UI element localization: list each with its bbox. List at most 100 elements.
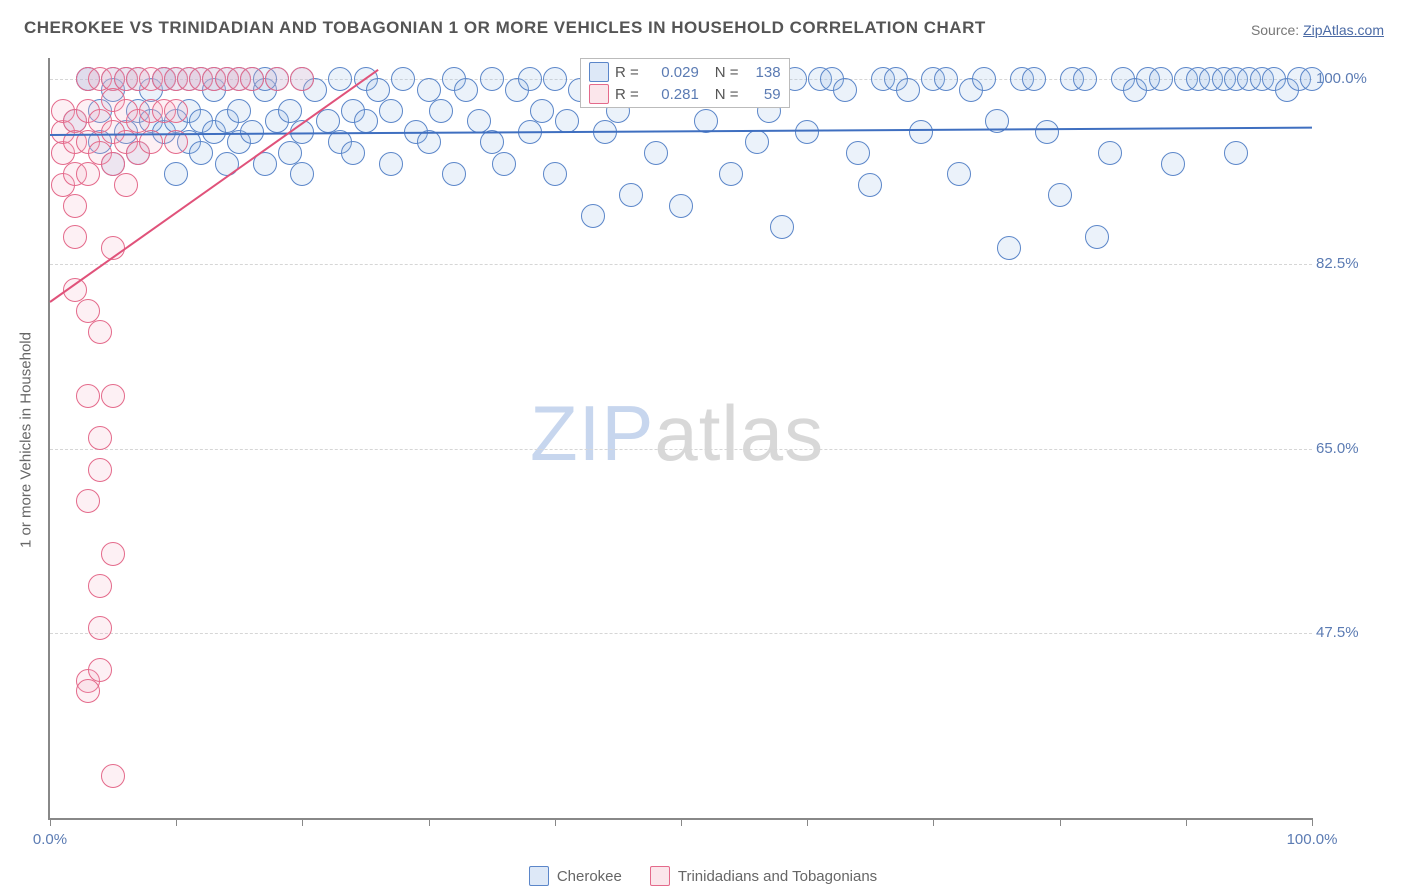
legend-r-label: R =: [615, 64, 639, 81]
data-point-trinidad: [88, 658, 112, 682]
data-point-trinidad: [88, 458, 112, 482]
data-point-cherokee: [442, 162, 466, 186]
plot-area: ZIPatlas 47.5%65.0%82.5%100.0%0.0%100.0%…: [48, 58, 1312, 820]
data-point-cherokee: [833, 78, 857, 102]
data-point-cherokee: [972, 67, 996, 91]
data-point-cherokee: [429, 99, 453, 123]
watermark-zip: ZIP: [530, 389, 654, 477]
legend-bottom: Cherokee Trinidadians and Tobagonians: [0, 866, 1406, 886]
data-point-cherokee: [555, 109, 579, 133]
data-point-cherokee: [480, 130, 504, 154]
data-point-cherokee: [1098, 141, 1122, 165]
legend-bottom-label: Cherokee: [557, 868, 622, 885]
legend-r-label: R =: [615, 86, 639, 103]
data-point-cherokee: [278, 141, 302, 165]
data-point-cherokee: [795, 120, 819, 144]
y-tick-label: 100.0%: [1316, 70, 1396, 87]
data-point-cherokee: [1048, 183, 1072, 207]
legend-swatch: [529, 866, 549, 886]
data-point-cherokee: [669, 194, 693, 218]
data-point-trinidad: [101, 542, 125, 566]
legend-swatch: [589, 62, 609, 82]
x-tick-minor: [681, 818, 682, 826]
data-point-cherokee: [354, 109, 378, 133]
legend-n-label: N =: [715, 86, 739, 103]
y-axis-label: 1 or more Vehicles in Household: [18, 332, 35, 548]
data-point-trinidad: [63, 225, 87, 249]
data-point-cherokee: [278, 99, 302, 123]
legend-n-value: 59: [745, 86, 781, 103]
data-point-cherokee: [379, 99, 403, 123]
data-point-cherokee: [518, 67, 542, 91]
x-tick-label: 0.0%: [33, 831, 67, 848]
data-point-cherokee: [417, 130, 441, 154]
legend-n-value: 138: [745, 64, 781, 81]
gridline-h: [50, 633, 1312, 634]
data-point-cherokee: [328, 67, 352, 91]
x-tick-minor: [933, 818, 934, 826]
x-tick-label: 100.0%: [1287, 831, 1338, 848]
source-label: Source:: [1251, 22, 1303, 38]
data-point-trinidad: [88, 426, 112, 450]
data-point-cherokee: [379, 152, 403, 176]
data-point-cherokee: [492, 152, 516, 176]
data-point-cherokee: [619, 183, 643, 207]
data-point-cherokee: [543, 162, 567, 186]
data-point-trinidad: [101, 152, 125, 176]
data-point-trinidad: [76, 679, 100, 703]
source-link[interactable]: ZipAtlas.com: [1303, 22, 1384, 38]
legend-swatch: [650, 866, 670, 886]
data-point-cherokee: [770, 215, 794, 239]
y-tick-label: 47.5%: [1316, 624, 1396, 641]
data-point-trinidad: [88, 574, 112, 598]
data-point-cherokee: [480, 67, 504, 91]
x-tick-minor: [429, 818, 430, 826]
data-point-cherokee: [1085, 225, 1109, 249]
source-credit: Source: ZipAtlas.com: [1251, 22, 1384, 38]
data-point-cherokee: [581, 204, 605, 228]
y-tick-label: 82.5%: [1316, 255, 1396, 272]
legend-r-value: 0.029: [645, 64, 699, 81]
data-point-trinidad: [164, 99, 188, 123]
data-point-cherokee: [1300, 67, 1324, 91]
x-tick-minor: [302, 818, 303, 826]
data-point-cherokee: [467, 109, 491, 133]
y-tick-label: 65.0%: [1316, 440, 1396, 457]
data-point-cherokee: [454, 78, 478, 102]
data-point-cherokee: [909, 120, 933, 144]
legend-r-value: 0.281: [645, 86, 699, 103]
data-point-cherokee: [934, 67, 958, 91]
data-point-cherokee: [858, 173, 882, 197]
data-point-cherokee: [227, 99, 251, 123]
legend-bottom-item: Cherokee: [529, 866, 622, 886]
data-point-trinidad: [76, 384, 100, 408]
data-point-cherokee: [1073, 67, 1097, 91]
data-point-cherokee: [341, 141, 365, 165]
data-point-cherokee: [846, 141, 870, 165]
gridline-h: [50, 264, 1312, 265]
x-tick-minor: [555, 818, 556, 826]
x-tick-minor: [1186, 818, 1187, 826]
data-point-cherokee: [1161, 152, 1185, 176]
data-point-cherokee: [530, 99, 554, 123]
watermark: ZIPatlas: [530, 388, 824, 479]
data-point-trinidad: [265, 67, 289, 91]
data-point-cherokee: [745, 130, 769, 154]
data-point-cherokee: [1022, 67, 1046, 91]
legend-stats-row: R = 0.029 N = 138: [581, 61, 789, 83]
data-point-trinidad: [290, 67, 314, 91]
data-point-trinidad: [114, 173, 138, 197]
legend-bottom-item: Trinidadians and Tobagonians: [650, 866, 877, 886]
gridline-h: [50, 449, 1312, 450]
x-tick-minor: [1060, 818, 1061, 826]
legend-n-label: N =: [715, 64, 739, 81]
x-tick-minor: [176, 818, 177, 826]
data-point-trinidad: [88, 616, 112, 640]
data-point-trinidad: [76, 489, 100, 513]
legend-bottom-label: Trinidadians and Tobagonians: [678, 868, 877, 885]
data-point-cherokee: [417, 78, 441, 102]
data-point-cherokee: [391, 67, 415, 91]
data-point-cherokee: [997, 236, 1021, 260]
data-point-cherokee: [1224, 141, 1248, 165]
data-point-trinidad: [63, 194, 87, 218]
